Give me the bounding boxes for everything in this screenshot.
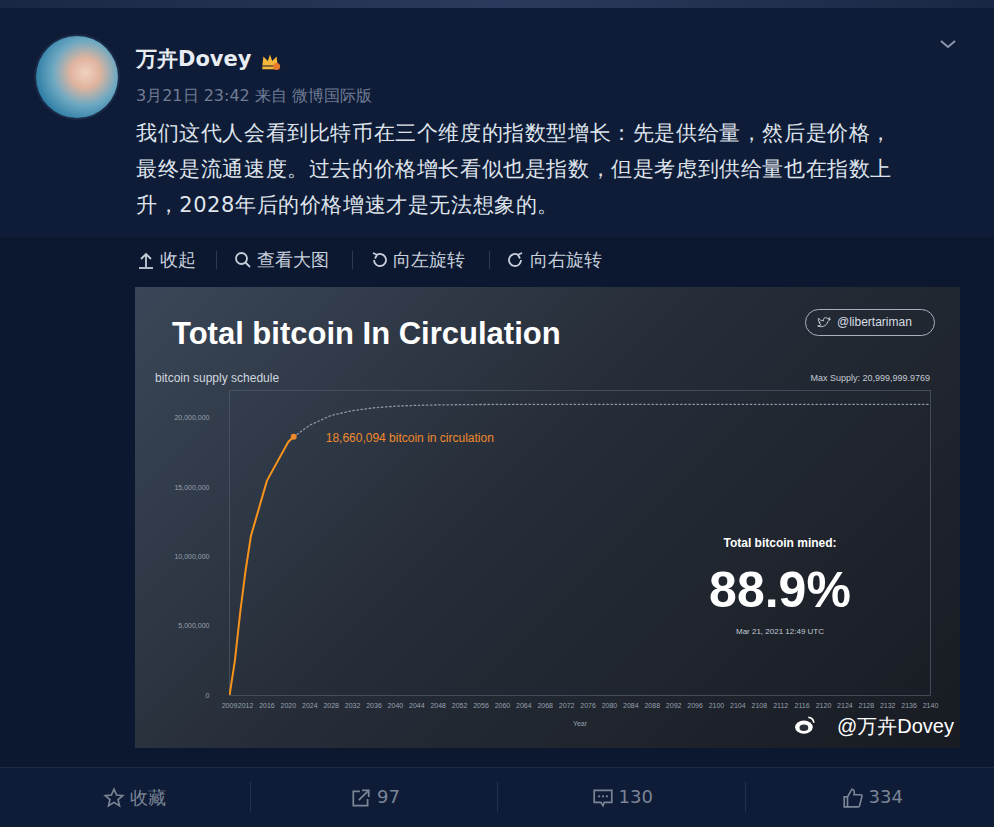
svg-text:10,000,000: 10,000,000	[174, 553, 209, 560]
html-text:334: 334	[868, 786, 903, 807]
svg-text:2012: 2012	[238, 702, 254, 709]
svg-text:15,000,000: 15,000,000	[174, 484, 209, 491]
svg-text:2040: 2040	[388, 702, 404, 709]
svg-text:2009: 2009	[222, 702, 238, 709]
html-text:97: 97	[377, 786, 400, 807]
svg-text:2068: 2068	[537, 702, 553, 709]
svg-text:2132: 2132	[880, 702, 896, 709]
svg-text:2032: 2032	[345, 702, 361, 709]
html-text:收藏: 收藏	[130, 787, 166, 808]
svg-text:2028: 2028	[323, 702, 339, 709]
svg-text:2116: 2116	[795, 702, 810, 709]
html-text:Mar 21, 2021 12:49 UTC: Mar 21, 2021 12:49 UTC	[736, 627, 824, 636]
html-text:@libertariman: @libertariman	[837, 315, 912, 329]
html-text:@万卉Dovey: @万卉Dovey	[837, 715, 954, 737]
svg-text:2072: 2072	[559, 702, 575, 709]
svg-text:2056: 2056	[473, 702, 489, 709]
svg-text:2036: 2036	[366, 702, 382, 709]
svg-text:2020: 2020	[281, 702, 297, 709]
html-text:向左旋转: 向左旋转	[393, 249, 465, 270]
html-text:Max Supply: 20,999,999.9769: Max Supply: 20,999,999.9769	[810, 373, 930, 383]
html-text:88.9%: 88.9%	[709, 562, 851, 618]
svg-text:2044: 2044	[409, 702, 425, 709]
html-text:Total bitcoin In Circulation: Total bitcoin In Circulation	[172, 316, 561, 351]
svg-text:2108: 2108	[751, 702, 767, 709]
svg-text:2052: 2052	[452, 702, 468, 709]
svg-text:2120: 2120	[816, 702, 832, 709]
svg-text:Year: Year	[573, 720, 588, 727]
html-text:向右旋转: 向右旋转	[530, 249, 602, 270]
svg-text:5,000,000: 5,000,000	[178, 622, 209, 629]
svg-text:2076: 2076	[580, 702, 596, 709]
svg-text:2124: 2124	[837, 702, 853, 709]
svg-text:18,660,094 bitcoin in circulat: 18,660,094 bitcoin in circulation	[326, 431, 494, 445]
svg-text:2088: 2088	[644, 702, 660, 709]
svg-text:2140: 2140	[923, 702, 939, 709]
svg-text:2080: 2080	[602, 702, 618, 709]
html-text:3月21日 23:42 来自 微博国际版: 3月21日 23:42 来自 微博国际版	[136, 86, 372, 105]
html-text:bitcoin supply schedule: bitcoin supply schedule	[155, 371, 280, 385]
html-text:万卉Dovey: 万卉Dovey	[136, 47, 252, 71]
svg-text:2024: 2024	[302, 702, 318, 709]
svg-text:2128: 2128	[858, 702, 874, 709]
svg-text:2112: 2112	[773, 702, 788, 709]
svg-text:2084: 2084	[623, 702, 639, 709]
html-text:最终是流通速度。过去的价格增长看似也是指数，但是考虑到供给量: 最终是流通速度。过去的价格增长看似也是指数，但是考虑到供给量也在指数上	[136, 157, 892, 181]
svg-text:2136: 2136	[901, 702, 917, 709]
svg-text:2096: 2096	[687, 702, 703, 709]
svg-text:2016: 2016	[259, 702, 275, 709]
html-text:升，2028年后的价格增速才是无法想象的。: 升，2028年后的价格增速才是无法想象的。	[136, 193, 559, 217]
svg-text:2100: 2100	[709, 702, 725, 709]
svg-text:0: 0	[206, 692, 210, 699]
svg-text:2048: 2048	[430, 702, 446, 709]
svg-text:2092: 2092	[666, 702, 682, 709]
html-text:收起: 收起	[160, 249, 196, 270]
svg-text:2064: 2064	[516, 702, 532, 709]
svg-text:20,000,000: 20,000,000	[174, 414, 209, 421]
html-text:我们这代人会看到比特币在三个维度的指数型增长：先是供给量，然: 我们这代人会看到比特币在三个维度的指数型增长：先是供给量，然后是价格，	[136, 121, 892, 145]
html-text:130: 130	[618, 786, 653, 807]
svg-text:2104: 2104	[730, 702, 746, 709]
html-text:查看大图: 查看大图	[257, 249, 329, 270]
svg-text:2060: 2060	[495, 702, 511, 709]
html-text:Total bitcoin mined:: Total bitcoin mined:	[723, 536, 837, 550]
